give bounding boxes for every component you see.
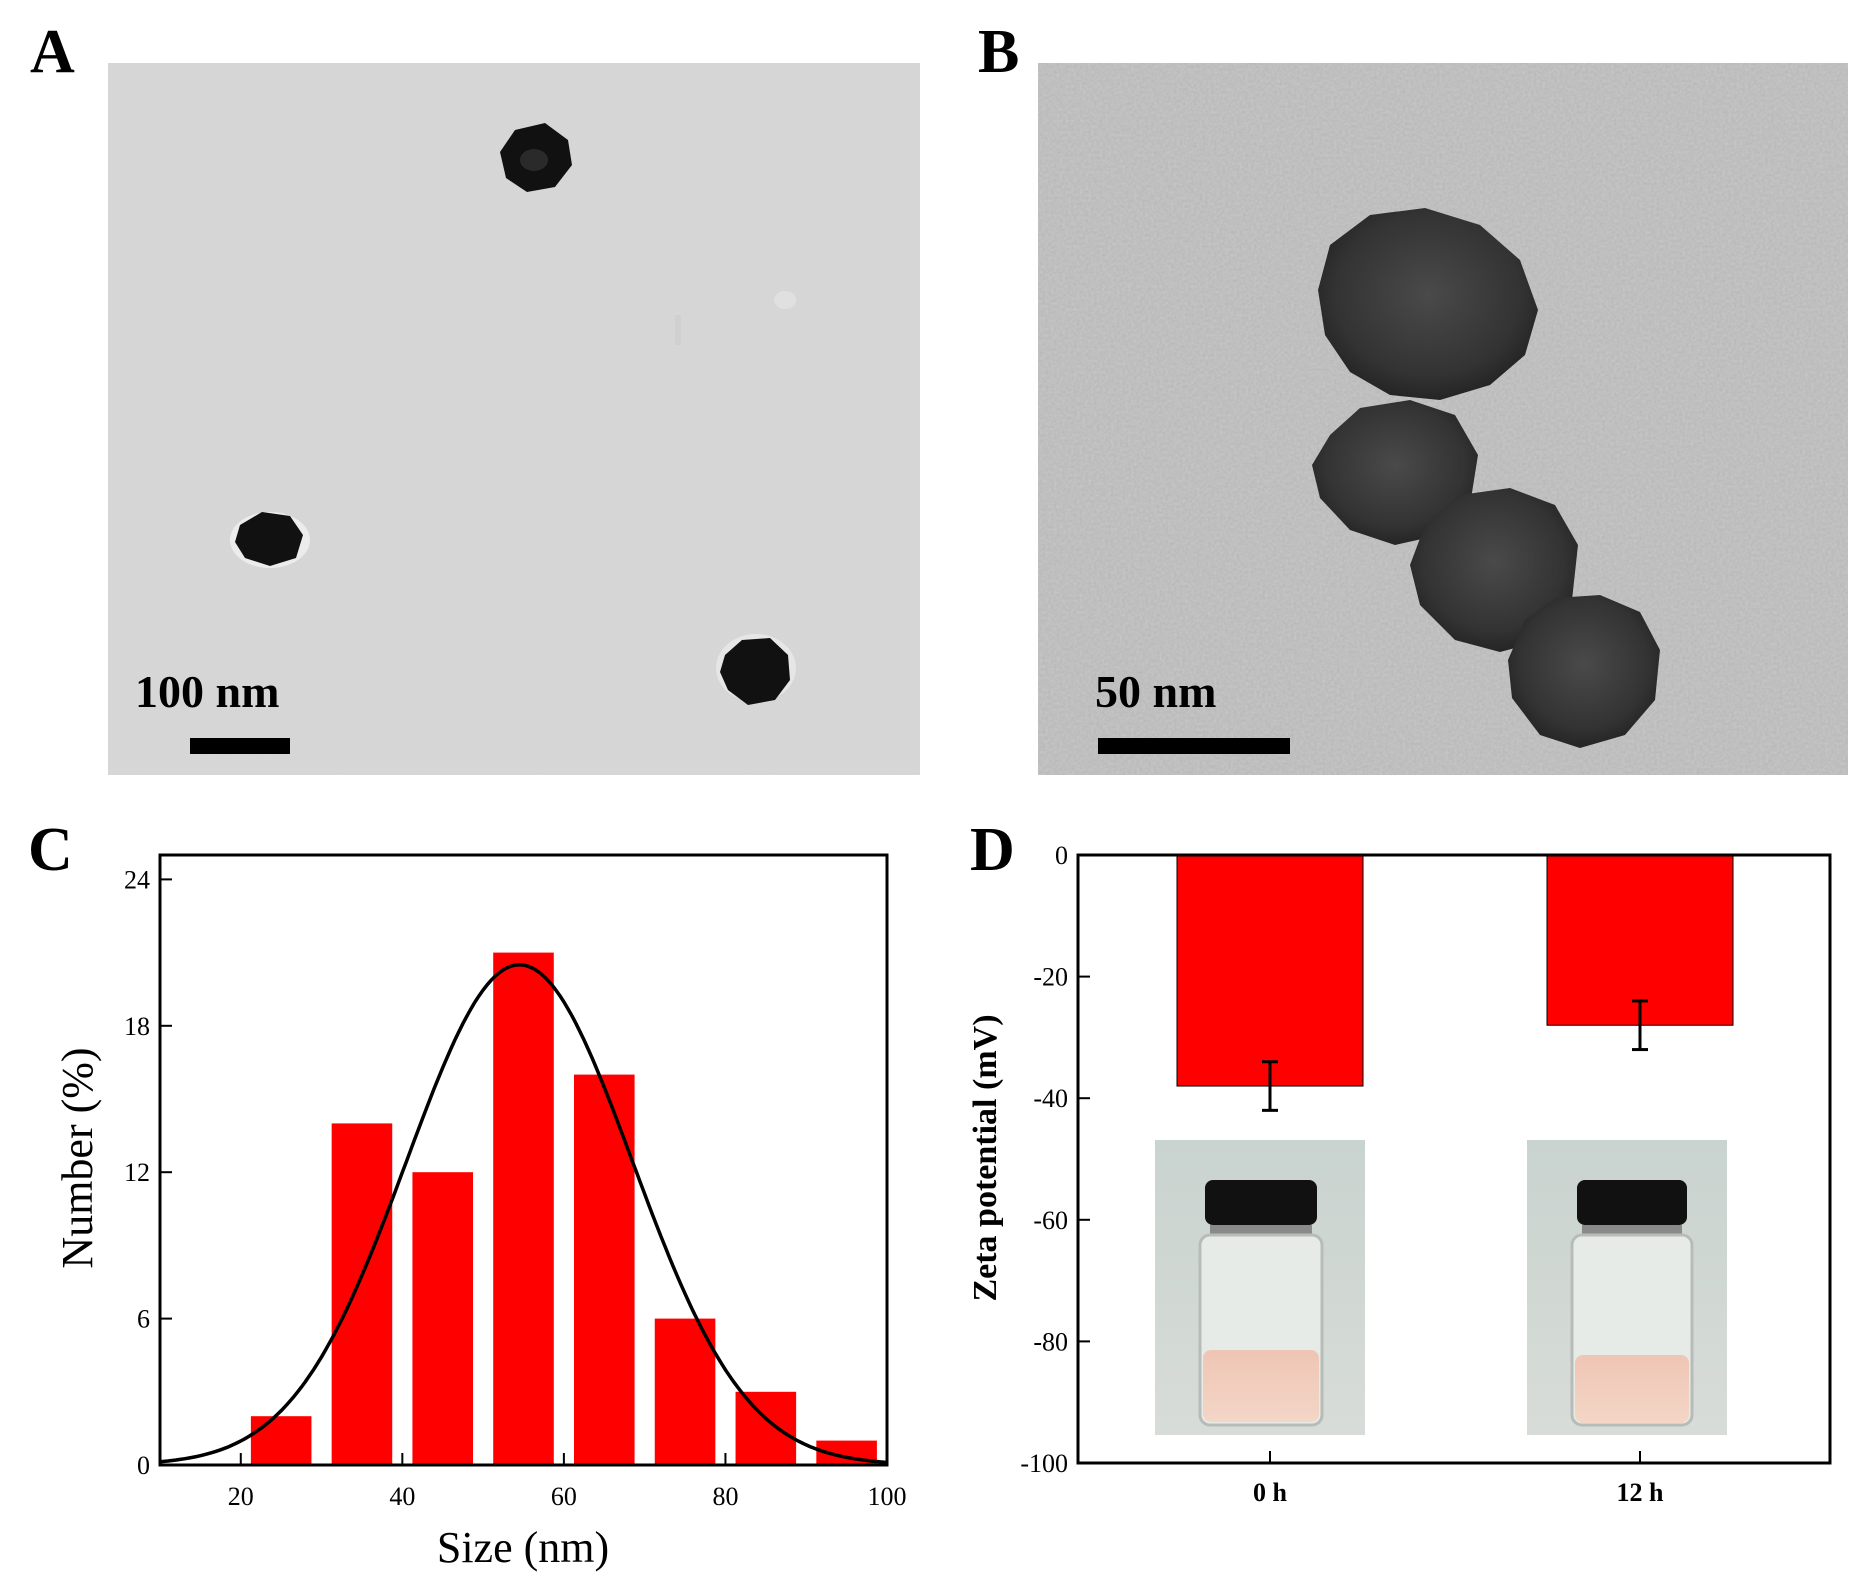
y-tick-label: -100 xyxy=(1020,1449,1068,1478)
y-tick-label: -40 xyxy=(1033,1084,1068,1113)
y-axis-title: Zeta potential (mV) xyxy=(967,1014,1004,1301)
x-tick-label: 60 xyxy=(551,1482,577,1511)
x-tick-label: 80 xyxy=(712,1482,738,1511)
histogram-bar xyxy=(735,1391,797,1465)
panel-d-chart: D 0 -20 -40 -60 -80 -100 0 h 12 h Zeta potenti… xyxy=(967,816,1832,1507)
zeta-bar xyxy=(1546,854,1734,1026)
y-tick-label: 18 xyxy=(124,1012,150,1041)
nanoparticle xyxy=(1312,400,1478,545)
vial-photo-0h xyxy=(1155,1140,1365,1435)
panel-a: A 100 nm xyxy=(30,18,920,775)
y-tick-label: 0 xyxy=(1055,841,1068,870)
error-bar xyxy=(1262,1060,1278,1112)
y-tick-label: 0 xyxy=(137,1451,150,1480)
vial-photo-12h xyxy=(1527,1140,1727,1435)
x-axis-ticks: 20 40 60 80 100 xyxy=(228,1453,907,1511)
scale-bar-b xyxy=(1098,738,1290,754)
histogram-bars xyxy=(250,952,877,1465)
nanoparticle xyxy=(1508,595,1660,748)
x-axis-ticks: 0 h 12 h xyxy=(1253,1451,1664,1507)
histogram-bar xyxy=(412,1172,474,1465)
y-tick-label: 24 xyxy=(124,865,150,894)
y-tick-label: -20 xyxy=(1033,963,1068,992)
x-tick-label: 0 h xyxy=(1253,1478,1288,1507)
plot-frame-d xyxy=(1076,853,1832,1465)
error-bars xyxy=(1262,999,1648,1112)
zeta-bar xyxy=(1176,854,1364,1087)
histogram-bar xyxy=(573,1074,635,1465)
nanoparticle xyxy=(716,634,796,705)
panel-letter-a: A xyxy=(30,18,75,86)
y-tick-label: -80 xyxy=(1033,1327,1068,1356)
y-axis-ticks: 0 6 12 18 24 xyxy=(124,865,172,1480)
nanoparticle xyxy=(1318,208,1538,400)
panel-c-chart: C 20 40 60 80 100 0 6 12 18 24 Size (nm) Number … xyxy=(28,816,907,1572)
panel-b: B 50 nm xyxy=(978,18,1848,775)
plot-frame-c xyxy=(158,853,889,1467)
gaussian-fit-curve xyxy=(159,963,888,1465)
x-tick-label: 40 xyxy=(389,1482,415,1511)
histogram-bar xyxy=(654,1318,716,1465)
tem-image-a xyxy=(108,63,920,775)
y-axis-title: Number (%) xyxy=(53,1047,102,1268)
panel-letter-b: B xyxy=(978,18,1019,86)
histogram-bar xyxy=(331,1123,393,1465)
scale-bar-label-b: 50 nm xyxy=(1095,666,1216,717)
error-bar xyxy=(1632,999,1648,1052)
histogram-bar xyxy=(250,1416,312,1465)
y-tick-label: 6 xyxy=(137,1305,150,1334)
nanoparticle xyxy=(1410,488,1578,652)
zeta-bars xyxy=(1176,854,1734,1087)
y-tick-label: -60 xyxy=(1033,1206,1068,1235)
x-tick-label: 20 xyxy=(228,1482,254,1511)
y-tick-label: 12 xyxy=(124,1158,150,1187)
scale-bar-label-a: 100 nm xyxy=(135,666,279,717)
panel-letter-c: C xyxy=(28,816,73,884)
x-axis-title: Size (nm) xyxy=(437,1523,609,1572)
histogram-bar xyxy=(493,952,554,1465)
tem-image-b xyxy=(1038,63,1848,775)
panel-letter-d: D xyxy=(970,816,1015,884)
nanoparticle xyxy=(230,512,310,568)
y-axis-ticks: 0 -20 -40 -60 -80 -100 xyxy=(1020,841,1090,1478)
nanoparticle xyxy=(500,123,572,192)
x-tick-label: 100 xyxy=(868,1482,907,1511)
x-tick-label: 12 h xyxy=(1617,1478,1665,1507)
scale-bar-a xyxy=(190,738,290,754)
